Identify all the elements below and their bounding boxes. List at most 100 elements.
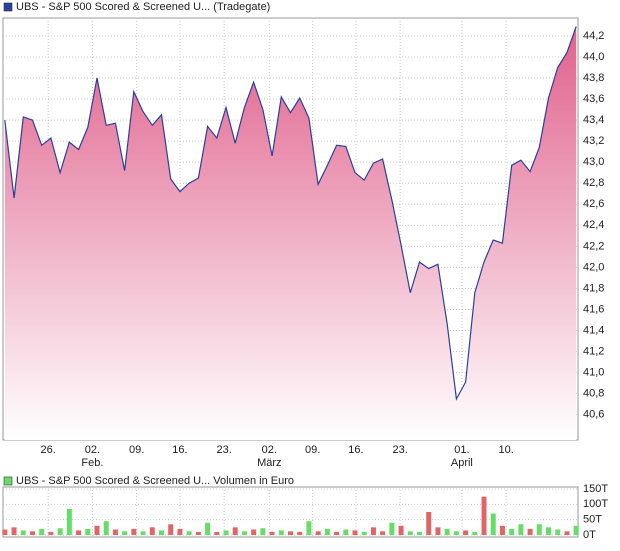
- volume-bar: [361, 531, 367, 536]
- x-tick-label: 23.: [217, 444, 232, 456]
- month-label: März: [257, 457, 281, 469]
- volume-bar: [214, 531, 220, 536]
- x-tick-label: 01.: [454, 444, 469, 456]
- legend-label: UBS - S&P 500 Scored & Screened U... (Tr…: [16, 1, 270, 13]
- volume-bar: [527, 528, 533, 536]
- volume-bar: [251, 529, 257, 536]
- x-tick-label: 26.: [41, 444, 56, 456]
- volume-bar: [2, 529, 8, 536]
- x-tick-label: 16.: [172, 444, 187, 456]
- volume-bar: [490, 513, 496, 536]
- volume-bar: [555, 529, 561, 536]
- volume-bar: [232, 527, 238, 536]
- volume-bar: [66, 508, 72, 536]
- volume-bar: [499, 525, 505, 536]
- volume-bar: [352, 530, 358, 536]
- volume-bar: [57, 528, 63, 536]
- volume-bar: [205, 522, 211, 536]
- volume-bar: [315, 531, 321, 536]
- y-tick-label: 42,6: [583, 198, 604, 210]
- y-tick-label: 41,4: [583, 324, 604, 336]
- volume-bar: [536, 524, 542, 536]
- volume-bar: [149, 527, 155, 536]
- volume-bar: [398, 525, 404, 536]
- y-tick-label: 43,2: [583, 135, 604, 147]
- volume-bar: [85, 528, 91, 536]
- volume-bar: [20, 530, 26, 536]
- y-tick-label: 40,8: [583, 388, 604, 400]
- x-tick-label: 09.: [129, 444, 144, 456]
- y-tick-label: 44,2: [583, 30, 604, 42]
- volume-bar: [131, 528, 137, 536]
- volume-bar: [509, 528, 515, 536]
- x-tick-label: 10.: [498, 444, 513, 456]
- volume-bar: [306, 521, 312, 536]
- volume-bar: [269, 531, 275, 536]
- volume-bar: [29, 531, 35, 536]
- volume-bar: [426, 512, 432, 536]
- volume-bar: [453, 531, 459, 536]
- y-tick-label: 43,0: [583, 156, 604, 168]
- area: [4, 26, 577, 441]
- volume-bar: [76, 530, 82, 536]
- y-tick-label: 150T: [583, 483, 608, 495]
- volume-bar: [573, 525, 579, 536]
- volume-bar: [260, 528, 266, 536]
- volume-bar: [444, 528, 450, 536]
- volume-bar: [564, 531, 570, 536]
- volume-bar: [158, 530, 164, 536]
- volume-bar: [177, 528, 183, 536]
- volume-bar: [288, 531, 293, 536]
- y-tick-label: 100T: [583, 498, 608, 510]
- volume-bar: [168, 524, 174, 536]
- volume-bar: [48, 531, 54, 536]
- volume-bar: [241, 531, 247, 536]
- volume-bar: [463, 530, 469, 536]
- y-tick-label: 41,0: [583, 367, 604, 379]
- month-label: Feb.: [81, 457, 103, 469]
- volume-bar: [278, 530, 284, 536]
- volume-bar: [324, 528, 330, 536]
- volume-bar: [389, 522, 395, 536]
- volume-bar: [518, 524, 524, 536]
- volume-bar: [546, 527, 552, 536]
- y-tick-label: 50T: [583, 514, 602, 526]
- y-tick-label: 44,0: [583, 51, 604, 63]
- legend-swatch: [3, 2, 13, 12]
- volume-bar: [122, 531, 128, 536]
- volume-bar: [223, 530, 229, 536]
- volume-bar: [103, 521, 109, 536]
- legend-swatch: [3, 476, 13, 486]
- volume-bar: [334, 531, 340, 536]
- y-tick-label: 41,6: [583, 303, 604, 315]
- y-tick-label: 0T: [583, 529, 596, 541]
- x-tick-label: 16.: [348, 444, 363, 456]
- volume-bar: [11, 527, 17, 536]
- volume-bar: [472, 531, 478, 536]
- volume-bar: [407, 531, 413, 536]
- volume-bar: [39, 528, 45, 536]
- volume-bar: [370, 527, 376, 536]
- volume-bar: [343, 529, 349, 536]
- y-tick-label: 40,6: [583, 409, 604, 421]
- x-tick-label: 02.: [85, 444, 100, 456]
- volume-bar: [94, 525, 100, 536]
- y-tick-label: 42,4: [583, 219, 604, 231]
- y-tick-label: 43,8: [583, 72, 604, 84]
- x-tick-label: 02.: [262, 444, 277, 456]
- y-tick-label: 42,2: [583, 240, 604, 252]
- legend-label: UBS - S&P 500 Scored & Screened U... Vol…: [16, 475, 294, 487]
- volume-bar: [380, 531, 386, 536]
- y-tick-label: 43,6: [583, 93, 604, 105]
- volume-bar: [140, 531, 146, 536]
- month-label: April: [451, 457, 473, 469]
- y-tick-label: 43,4: [583, 114, 604, 126]
- y-tick-label: 42,8: [583, 177, 604, 189]
- y-tick-label: 42,0: [583, 261, 604, 273]
- volume-bar: [417, 531, 423, 536]
- volume-bar: [481, 496, 487, 536]
- volume-bar: [435, 527, 441, 536]
- volume-bar: [195, 531, 201, 536]
- volume-bar: [112, 529, 118, 536]
